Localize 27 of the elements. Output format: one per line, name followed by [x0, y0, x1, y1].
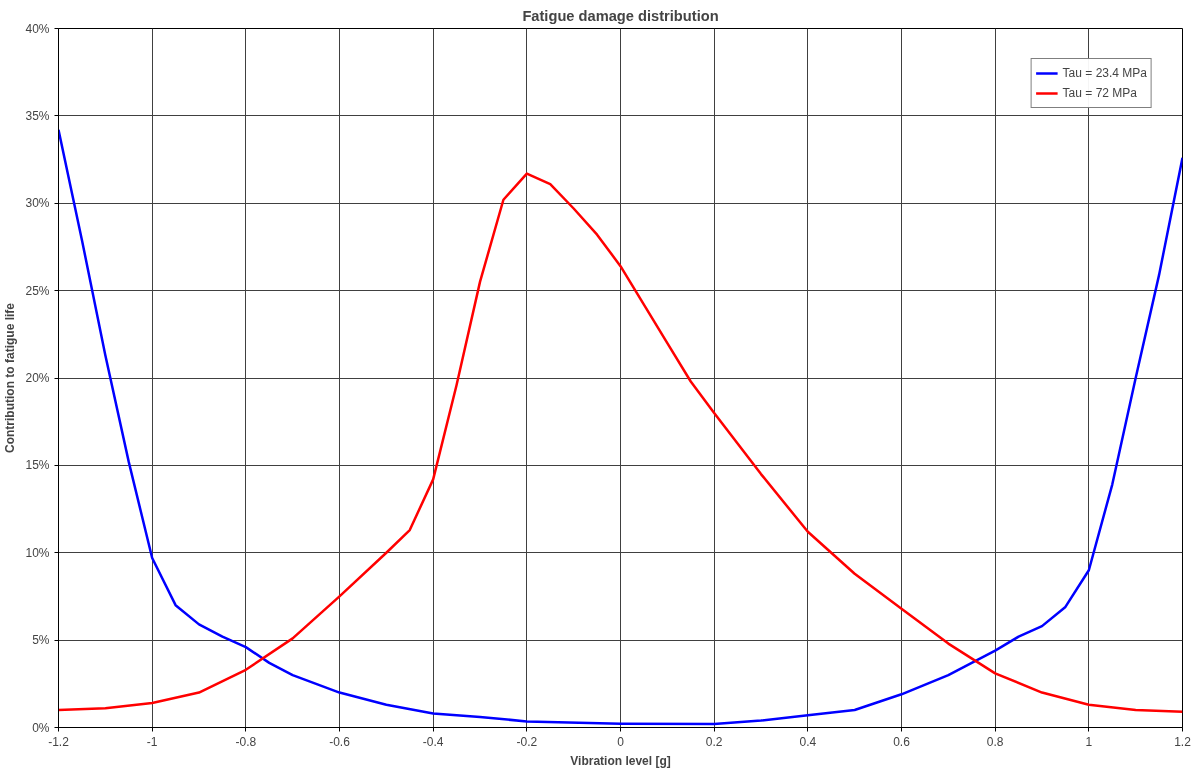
- y-tick-label: 20%: [25, 371, 50, 385]
- y-tick-label: 40%: [25, 21, 50, 36]
- x-tick-label: 1: [1085, 734, 1093, 749]
- y-tick-label: 35%: [25, 108, 50, 123]
- x-tick-label: -1.2: [48, 734, 70, 749]
- y-axis-title: Contribution to fatigue life: [3, 302, 18, 453]
- y-tick-label: 5%: [32, 633, 50, 648]
- legend-label: Tau = 23.4 MPa: [1062, 66, 1147, 80]
- y-tick-label: 25%: [25, 283, 50, 298]
- y-tick-label: 15%: [25, 458, 50, 473]
- x-tick-label: 0: [617, 734, 625, 749]
- y-tick-label: 30%: [25, 196, 50, 211]
- y-tick-label: 0%: [32, 720, 50, 735]
- y-tick-label: 10%: [25, 545, 50, 560]
- legend-label: Tau = 72 MPa: [1062, 86, 1137, 100]
- x-tick-label: 0.6: [893, 734, 911, 749]
- chart-title: Fatigue damage distribution: [522, 7, 719, 24]
- x-tick-label: -0.6: [329, 734, 351, 749]
- x-tick-label: 1.2: [1174, 734, 1192, 749]
- x-tick-label: -0.4: [422, 734, 444, 749]
- x-axis-title: Vibration level [g]: [570, 753, 671, 768]
- x-tick-label: -1: [146, 734, 158, 749]
- x-tick-label: 0.2: [705, 734, 723, 749]
- x-tick-label: -0.8: [235, 734, 257, 749]
- x-tick-label: 0.8: [986, 734, 1004, 749]
- x-tick-label: 0.4: [799, 734, 817, 749]
- x-tick-label: -0.2: [516, 734, 538, 749]
